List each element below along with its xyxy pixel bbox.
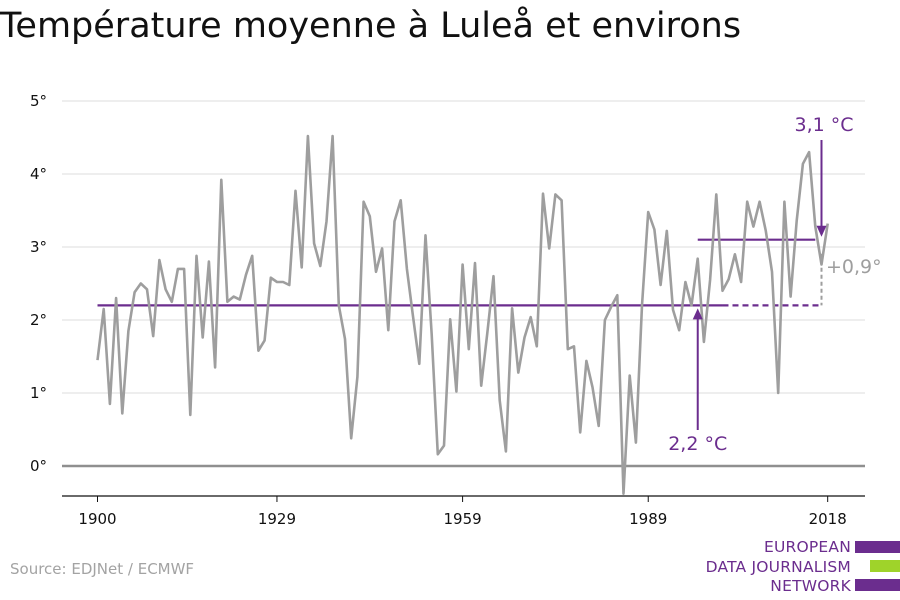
- x-tick-label: 1929: [258, 510, 296, 528]
- annotations: 2,2 °C 3,1 °C +0,9°: [668, 114, 881, 455]
- series-layer: [96, 134, 829, 496]
- difference-label: +0,9°: [826, 256, 882, 278]
- logo-bar-purple-top: [855, 541, 900, 553]
- baseline-arrow-head: [692, 308, 703, 320]
- y-tick-label: 3°: [30, 238, 47, 256]
- temperature-series-line: [96, 134, 829, 496]
- source-note: Source: EDJNet / ECMWF: [10, 560, 195, 578]
- y-tick-label: 5°: [30, 92, 47, 110]
- x-tick-label: 2018: [809, 510, 847, 528]
- y-tick-label: 2°: [30, 311, 47, 329]
- chart-title: Température moyenne à Luleå et environs: [0, 6, 742, 46]
- logo-bar-green: [870, 560, 900, 572]
- recent-arrow-head: [816, 225, 827, 237]
- logo-bar-purple-bottom: [855, 579, 900, 591]
- x-tick-label: 1900: [78, 510, 116, 528]
- x-tick-label: 1989: [629, 510, 667, 528]
- edjnet-logo[interactable]: EUROPEAN DATA JOURNALISM NETWORK: [700, 538, 900, 598]
- logo-line-2: DATA JOURNALISM: [705, 558, 851, 576]
- x-axis: 1900 1929 1959 1989 2018: [62, 495, 865, 528]
- y-tick-label: 4°: [30, 165, 47, 183]
- grid-lines: 0° 1° 2° 3° 4° 5°: [30, 92, 865, 475]
- y-tick-label: 0°: [30, 457, 47, 475]
- recent-mean-label: 3,1 °C: [794, 114, 853, 136]
- x-tick-label: 1959: [443, 510, 481, 528]
- baseline-mean-label: 2,2 °C: [668, 433, 727, 455]
- logo-line-1: EUROPEAN: [763, 538, 851, 556]
- logo-line-3: NETWORK: [770, 577, 851, 595]
- y-tick-label: 1°: [30, 384, 47, 402]
